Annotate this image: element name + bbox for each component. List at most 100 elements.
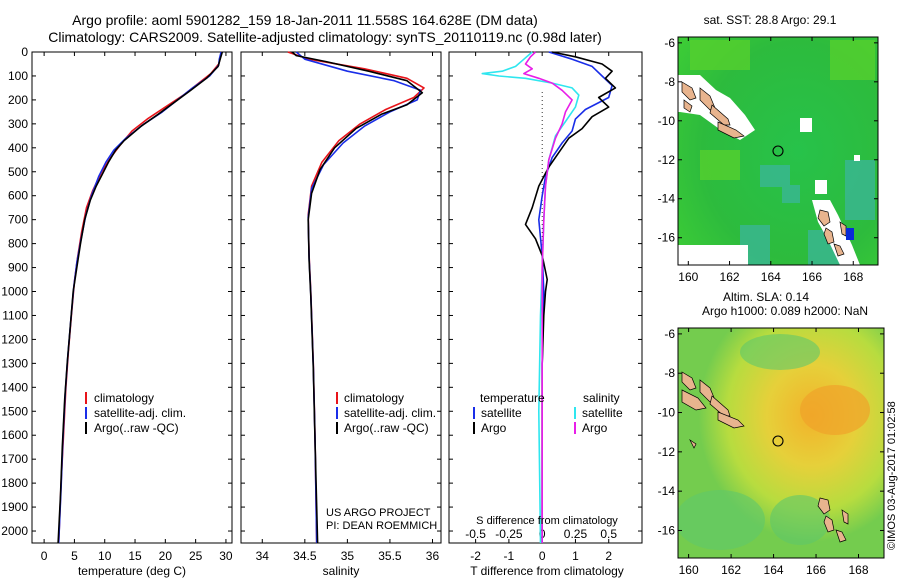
project-line2: PI: DEAN ROEMMICH [326,520,437,532]
depth-axis: 0 100 200 300 400 500 600 700 800 900 1000 1100 1200… [1,45,642,538]
legend-title-salinity: salinity [583,391,620,405]
depth-tick-label: 500 [8,165,28,179]
sla-islands [681,371,849,543]
x-tick-label: 5 [71,549,78,563]
difference-xlabel: T difference from climatology [470,564,624,578]
x-tick-label: 15 [128,549,142,563]
map2-frame [677,327,885,559]
s-tick-label: 0.5 [600,527,617,541]
depth-tick-label: 800 [8,237,28,251]
depth-tick-label: 600 [8,189,28,203]
map-x-tick-label: 162 [721,563,741,577]
series-line [291,51,424,544]
map-y-tick-label: -10 [658,114,676,128]
legend-title-temperature: temperature [480,391,545,405]
figure-title-line1: Argo profile: aoml 5901282_159 18-Jan-20… [72,12,538,28]
map2-axes: 160 162 164 166 168 -6 -8 -10 -12 -14 -16 [658,327,884,577]
map-y-tick-label: -12 [658,153,676,167]
series-line [523,51,573,543]
depth-tick-label: 1600 [1,428,28,442]
salinity-xlabel: salinity [323,564,360,578]
depth-tick-label: 0 [21,45,28,59]
depth-tick-label: 1900 [1,500,28,514]
x-tick-label: 2 [605,549,612,563]
map1-argo-location [772,145,784,157]
legend-label-argo: Argo(..raw -QC) [344,421,429,435]
sst-islands [681,81,847,257]
depth-tick-label: 1300 [1,356,28,370]
series-line [57,51,224,544]
difference-legend: temperature salinity satellite Argo sate… [473,391,623,435]
x-tick-label: 0 [41,549,48,563]
depth-tick-label: 700 [8,213,28,227]
temperature-panel: 0 5 10 15 20 25 30 [41,51,233,563]
map-y-tick-label: -16 [658,231,676,245]
depth-tick-label: 400 [8,141,28,155]
series-line [537,51,613,543]
x-tick-label: 34 [256,549,270,563]
map-x-tick-label: 166 [802,270,822,284]
sst-warm-patches [690,40,875,180]
legend-label-argo: Argo(..raw -QC) [94,421,179,435]
map-x-tick-label: 164 [764,563,784,577]
legend-label-satellite: satellite-adj. clim. [344,406,436,420]
map-x-tick-label: 164 [761,270,781,284]
series-line [524,51,617,543]
difference-xlabel-top: S difference from climatology [476,515,618,527]
x-tick-label: 35 [341,549,355,563]
series-line [287,51,425,544]
x-tick-label: 36 [426,549,440,563]
depth-tick-label: 1400 [1,380,28,394]
s-tick-label: -0.5 [465,527,486,541]
map-y-tick-label: -8 [664,366,675,380]
legend-label-t-satellite: satellite [481,406,522,420]
temperature-legend: climatology satellite-adj. clim. Argo(..… [85,391,186,435]
map-y-tick-label: -8 [664,75,675,89]
map-x-tick-label: 166 [806,563,826,577]
map1-frame [677,36,879,266]
depth-tick-label: 1500 [1,404,28,418]
salinity-panel-frame [240,51,442,544]
map-y-tick-label: -12 [658,445,676,459]
map2-argo-location [772,435,784,447]
series-line [57,51,223,544]
x-tick-label: 0 [539,549,546,563]
legend-label-climatology: climatology [344,391,404,405]
depth-tick-label: 1800 [1,476,28,490]
depth-tick-label: 1000 [1,285,28,299]
s-tick-label: 0.25 [564,527,588,541]
x-tick-label: 35.5 [378,549,402,563]
map-x-tick-label: 160 [678,270,698,284]
credit-text: ©IMOS 03-Aug-2017 01:02:58 [886,401,898,550]
depth-tick-label: 300 [8,117,28,131]
figure-title-line2: Climatology: CARS2009. Satellite-adjuste… [48,29,602,45]
sla-high-patch [800,385,870,435]
map1-title: sat. SST: 28.8 Argo: 29.1 [704,13,837,27]
map1-axes: 160 162 164 166 168 -6 -8 -10 -12 -14 -16 [658,36,878,284]
legend-label-t-argo: Argo [481,421,507,435]
legend-label-satellite: satellite-adj. clim. [94,406,186,420]
map-y-tick-label: -16 [658,523,676,537]
sst-map [678,37,878,265]
x-tick-label: 30 [219,549,233,563]
map-x-tick-label: 162 [720,270,740,284]
x-tick-label: 25 [189,549,203,563]
depth-tick-label: 1700 [1,452,28,466]
legend-label-s-argo: Argo [582,421,608,435]
depth-tick-label: 2000 [1,524,28,538]
depth-tick-label: 1200 [1,332,28,346]
map-y-tick-label: -14 [658,192,676,206]
map-y-tick-label: -10 [658,406,676,420]
salinity-panel: 34 34.5 35 35.5 36 [256,51,440,563]
temperature-panel-frame [31,51,233,544]
salinity-legend: climatology satellite-adj. clim. Argo(..… [336,391,436,435]
sst-deep-blue-cell [846,228,854,240]
map-x-tick-label: 168 [843,270,863,284]
project-line1: US ARGO PROJECT [326,507,431,519]
difference-panel: -2 -1 0 1 2-0.5 -0.25 0 0.25 0.5 [465,51,617,563]
x-tick-label: 10 [98,549,112,563]
sla-low-patches [678,334,830,550]
map-y-tick-label: -6 [664,36,675,50]
s-tick-label: -0.25 [495,527,523,541]
